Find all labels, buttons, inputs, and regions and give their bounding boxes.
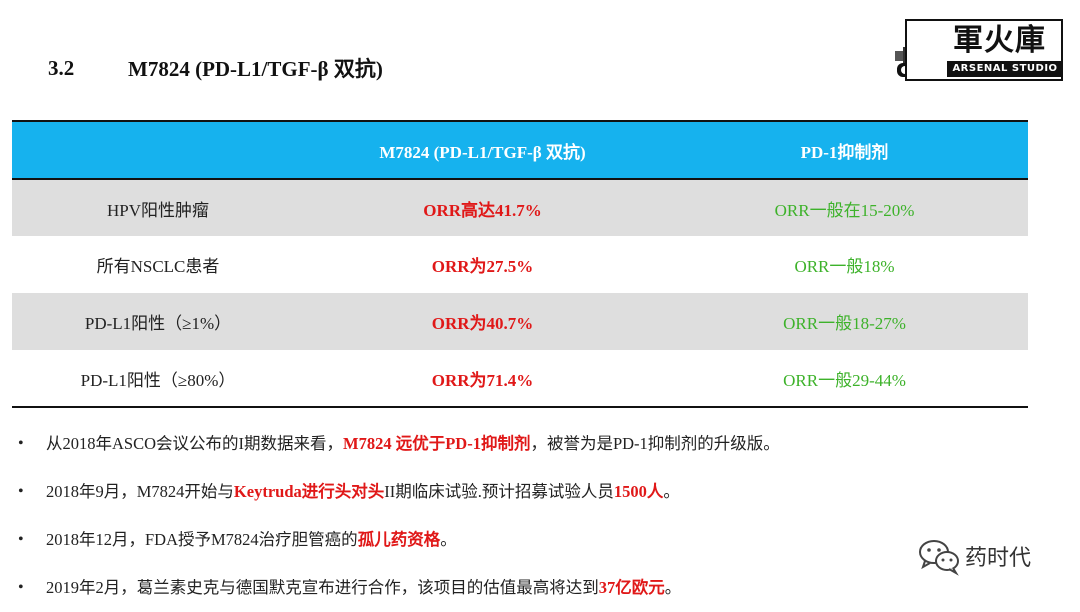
bullet-list: • 从2018年ASCO会议公布的I期数据来看， M7824 远优于PD-1抑制剂… [18, 420, 1058, 612]
bullet-dot: • [18, 531, 24, 548]
row-label: HPV阳性肿瘤 [106, 200, 209, 220]
arsenal-studio-logo: 軍火庫 ARSENAL STUDIO [893, 19, 1063, 83]
bullet-item: • 2019年2月，葛兰素史克与德国默克宣布进行合作，该项目的估值最高将达到 37… [18, 564, 1058, 612]
bullet-text: 2019年2月，葛兰素史克与德国默克宣布进行合作，该项目的估值最高将达到 [46, 578, 599, 597]
logo-main-text: 軍火庫 [953, 23, 1046, 58]
pd1-value: ORR一般29-44% [783, 370, 906, 390]
m7824-value: ORR为27.5% [431, 257, 534, 276]
bullet-highlight: 1500人 [613, 482, 664, 501]
bullet-item: • 从2018年ASCO会议公布的I期数据来看， M7824 远优于PD-1抑制剂… [18, 420, 1058, 468]
bullet-highlight: M7824 远优于PD-1抑制剂 [343, 434, 531, 453]
m7824-value: ORR为71.4% [431, 370, 534, 390]
bullet-highlight: Keytruda进行头对头 [233, 482, 385, 501]
header-cell-m7824: M7824 (PD-L1/TGF-β 双抗) [304, 120, 661, 180]
slide-title: 3.2 M7824 (PD-L1/TGF-β 双抗) [48, 48, 383, 88]
table-row: PD-L1阳性（≥80%） ORR为71.4% ORR一般29-44% [12, 350, 1028, 407]
bullet-item: • 2018年12月，FDA授予M7824治疗胆管癌的 孤儿药资格。 [18, 516, 1058, 564]
table-row: 所有NSCLC患者 ORR为27.5% ORR一般18% [12, 236, 1028, 293]
watermark-text: 药时代 [965, 546, 1032, 571]
bullet-text: 2018年12月，FDA授予M7824治疗胆管癌的 [46, 530, 358, 549]
bullet-highlight: 37亿欧元 [598, 578, 665, 597]
row-label: PD-L1阳性（≥80%） [80, 370, 236, 390]
bullet-text: II期临床试验.预计招募试验人员 [384, 482, 614, 501]
pd1-value: ORR一般18-27% [783, 314, 906, 333]
pd1-value: ORR一般18% [794, 257, 895, 276]
m7824-value: ORR为40.7% [431, 314, 534, 333]
section-number: 3.2 [48, 55, 75, 80]
bullet-highlight: 孤儿药资格 [357, 530, 441, 549]
section-title: M7824 (PD-L1/TGF-β 双抗) [128, 57, 383, 81]
bullet-text: 2018年9月，M7824开始与 [46, 482, 234, 501]
watermark: 药时代 [917, 536, 1031, 576]
row-label: PD-L1阳性（≥1%） [84, 314, 232, 333]
m7824-value: ORR高达41.7% [423, 200, 542, 220]
table-row: PD-L1阳性（≥1%） ORR为40.7% ORR一般18-27% [12, 293, 1028, 350]
row-label: 所有NSCLC患者 [96, 257, 220, 276]
bullet-dot: • [18, 579, 24, 596]
bullet-item: • 2018年9月，M7824开始与 Keytruda进行头对头 II期临床试验.预… [18, 468, 1058, 516]
bullet-text: 。 [663, 482, 680, 501]
table-header-row: M7824 (PD-L1/TGF-β 双抗) PD-1抑制剂 [12, 120, 1028, 180]
pd1-value: ORR一般在15-20% [774, 200, 915, 220]
bullet-dot: • [18, 483, 24, 500]
bullet-text: ，被誉为是PD-1抑制剂的升级版。 [530, 434, 780, 453]
bullet-text: 。 [440, 530, 457, 549]
bullet-text: 从2018年ASCO会议公布的I期数据来看， [46, 434, 344, 453]
logo-frame: 軍火庫 ARSENAL STUDIO [905, 19, 1063, 81]
table-row: HPV阳性肿瘤 ORR高达41.7% ORR一般在15-20% [12, 179, 1028, 236]
header-cell-pd1: PD-1抑制剂 [661, 120, 1028, 180]
header-cell-empty [12, 120, 304, 180]
wechat-icon [919, 540, 959, 576]
comparison-table: M7824 (PD-L1/TGF-β 双抗) PD-1抑制剂 HPV阳性肿瘤 O… [12, 120, 1028, 408]
bullet-dot: • [18, 435, 24, 452]
logo-sub-text: ARSENAL STUDIO [947, 61, 1063, 77]
bullet-text: 。 [664, 578, 682, 597]
